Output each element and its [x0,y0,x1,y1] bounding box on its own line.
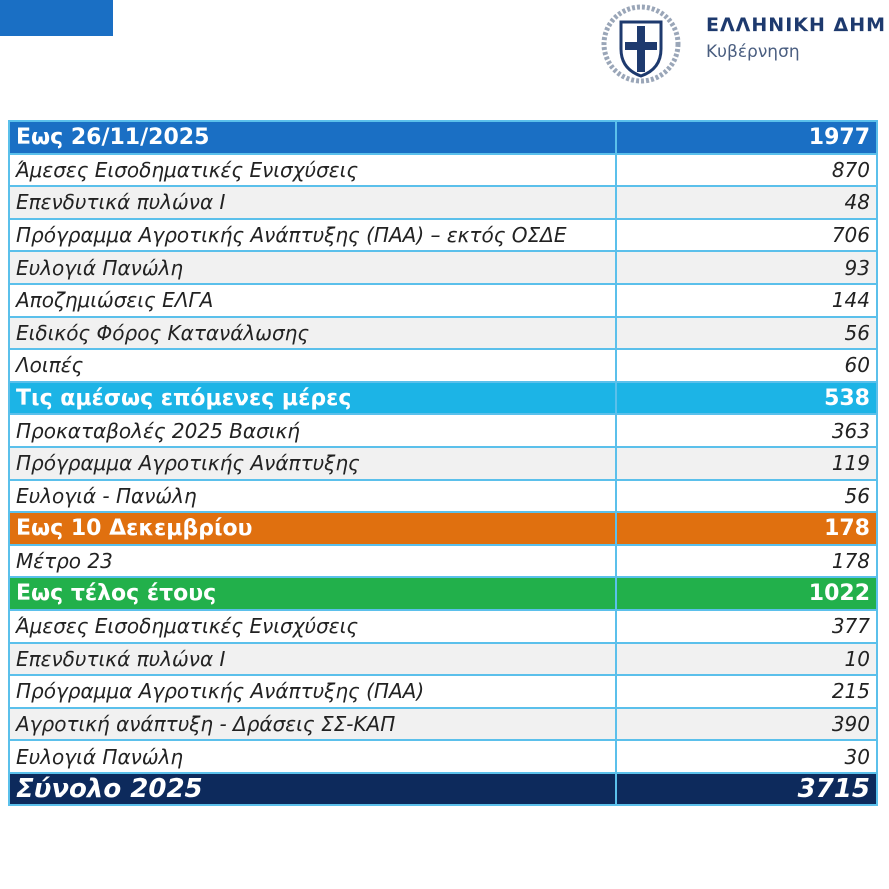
item-row: Προκαταβολές 2025 Βασική 363 [8,413,878,448]
grand-total: Σύνολο 2025 3715 [8,771,878,807]
section-header: Εως 10 Δεκεμβρίου 178 [8,511,878,546]
item-row-label: Ευλογιά Πανώλη [8,739,617,774]
item-row: Ειδικός Φόρος Κατανάλωσης 56 [8,315,878,351]
section-header-label: Εως 10 Δεκεμβρίου [8,511,617,546]
item-row-value: 377 [615,608,878,644]
item-row: Ευλογιά Πανώλη 30 [8,739,878,774]
item-row-value: 119 [615,445,878,481]
item-row: Πρόγραμμα Αγροτικής Ανάπτυξης (ΠΑΑ) 215 [8,674,878,709]
item-row-label: Ευλογιά - Πανώλη [8,478,617,514]
item-row: Ευλογιά - Πανώλη 56 [8,478,878,514]
section-header-value: 178 [615,511,878,546]
item-row: Επενδυτικά πυλώνα Ι 48 [8,185,878,220]
item-row: Μέτρο 23 178 [8,543,878,579]
section-header: Εως 26/11/2025 1977 [8,120,878,155]
section-header-label: Εως τέλος έτους [8,576,617,611]
section-header-label: Εως 26/11/2025 [8,120,617,155]
item-row-value: 93 [615,250,878,285]
accent-bar [0,0,113,36]
item-row-value: 60 [615,348,878,383]
item-row-value: 10 [615,641,878,677]
section-header: Τις αμέσως επόμενες μέρες 538 [8,380,878,416]
section-header-value: 1022 [615,576,878,611]
item-row: Άμεσες Εισοδηματικές Ενισχύσεις 377 [8,608,878,644]
item-row: Άμεσες Εισοδηματικές Ενισχύσεις 870 [8,152,878,188]
item-row-label: Άμεσες Εισοδηματικές Ενισχύσεις [8,608,617,644]
item-row-value: 30 [615,739,878,774]
item-row: Ευλογιά Πανώλη 93 [8,250,878,285]
header-subtitle: Κυβέρνηση [706,42,800,62]
item-row-value: 390 [615,706,878,742]
item-row-label: Λοιπές [8,348,617,383]
item-row-value: 363 [615,413,878,448]
item-row-value: 48 [615,185,878,220]
item-row-label: Ειδικός Φόρος Κατανάλωσης [8,315,617,351]
item-row: Αποζημιώσεις ΕΛΓΑ 144 [8,282,878,318]
item-row-label: Πρόγραμμα Αγροτικής Ανάπτυξης [8,445,617,481]
item-row-label: Πρόγραμμα Αγροτικής Ανάπτυξης (ΠΑΑ) – εκ… [8,217,617,253]
item-row-value: 706 [615,217,878,253]
item-row: Πρόγραμμα Αγροτικής Ανάπτυξης 119 [8,445,878,481]
item-row-value: 56 [615,478,878,514]
item-row-label: Επενδυτικά πυλώνα Ι [8,185,617,220]
item-row-value: 178 [615,543,878,579]
table: Εως 26/11/2025 1977 Άμεσες Εισοδηματικές Ε… [8,120,878,807]
grand-total-value: 3715 [615,771,878,807]
item-row: Επενδυτικά πυλώνα Ι 10 [8,641,878,677]
header-title: ΕΛΛΗΝΙΚΗ ΔΗΜ [706,14,887,36]
item-row-label: Προκαταβολές 2025 Βασική [8,413,617,448]
item-row-label: Επενδυτικά πυλώνα Ι [8,641,617,677]
item-row-label: Αγροτική ανάπτυξη - Δράσεις ΣΣ-ΚΑΠ [8,706,617,742]
logo [601,4,681,84]
item-row-label: Ευλογιά Πανώλη [8,250,617,285]
item-row-label: Πρόγραμμα Αγροτικής Ανάπτυξης (ΠΑΑ) [8,674,617,709]
item-row-value: 870 [615,152,878,188]
item-row: Πρόγραμμα Αγροτικής Ανάπτυξης (ΠΑΑ) – εκ… [8,217,878,253]
item-row: Λοιπές 60 [8,348,878,383]
section-header-label: Τις αμέσως επόμενες μέρες [8,380,617,416]
item-row: Αγροτική ανάπτυξη - Δράσεις ΣΣ-ΚΑΠ 390 [8,706,878,742]
item-row-label: Αποζημιώσεις ΕΛΓΑ [8,282,617,318]
item-row-value: 56 [615,315,878,351]
section-header-value: 538 [615,380,878,416]
item-row-label: Άμεσες Εισοδηματικές Ενισχύσεις [8,152,617,188]
section-header: Εως τέλος έτους 1022 [8,576,878,611]
grand-total-label: Σύνολο 2025 [8,771,617,807]
item-row-label: Μέτρο 23 [8,543,617,579]
item-row-value: 144 [615,282,878,318]
section-header-value: 1977 [615,120,878,155]
item-row-value: 215 [615,674,878,709]
